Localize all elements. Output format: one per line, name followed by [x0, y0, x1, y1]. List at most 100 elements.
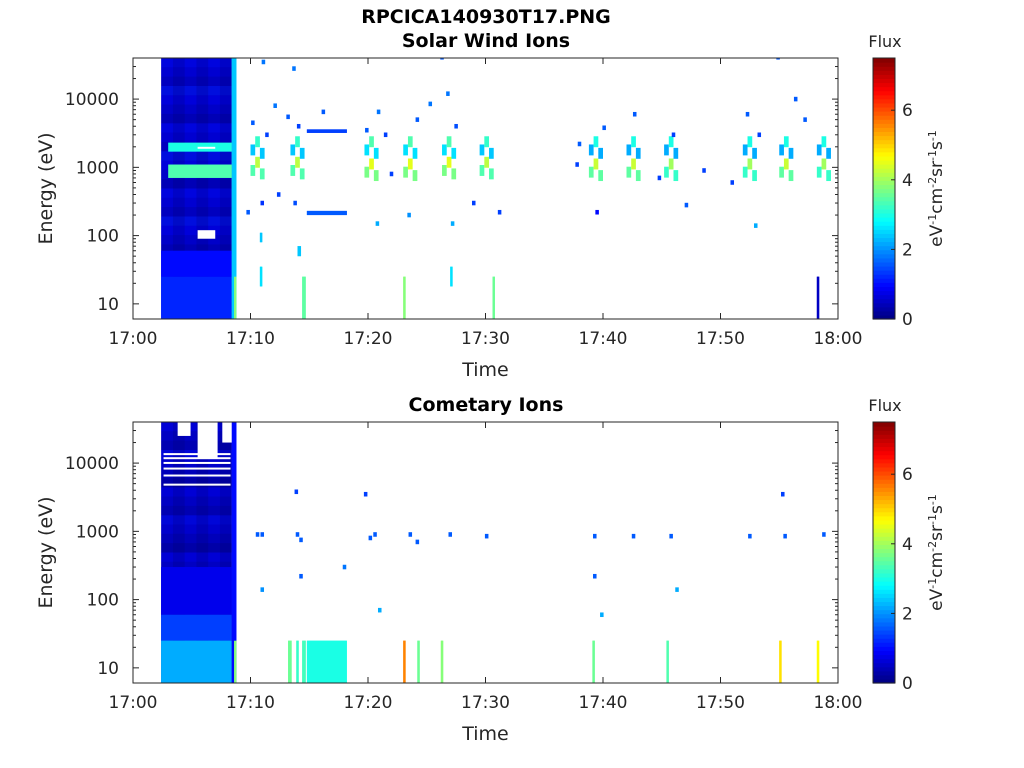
flux-cluster: [664, 166, 669, 178]
flux-point: [342, 564, 347, 570]
flux-cluster: [442, 165, 447, 176]
colorbar-swatch: [873, 184, 895, 190]
colorbar-swatch: [873, 634, 895, 639]
no-data-line: [197, 146, 216, 149]
colorbar-swatch: [873, 310, 895, 316]
colorbar-swatch: [873, 139, 895, 145]
flux-point: [415, 117, 420, 122]
flux-cluster: [250, 144, 256, 156]
colorbar-frame: [872, 421, 896, 684]
colorbar: 0 2 4 6 Flux eV-1cm-2sr-1s-1: [868, 396, 947, 694]
flux-point: [602, 125, 606, 131]
colorbar-swatch: [873, 257, 895, 263]
flux-point: [260, 200, 265, 206]
x-tick-label: 17:40: [579, 329, 628, 349]
colorbar-tick-label: 6: [902, 101, 913, 121]
colorbar-swatch: [873, 286, 895, 292]
flux-point: [296, 123, 301, 129]
x-axis-label: Time: [461, 359, 509, 381]
flux-point: [497, 209, 502, 215]
flux-cluster: [816, 166, 822, 178]
flux-point: [376, 109, 381, 115]
flux-point: [368, 535, 373, 541]
colorbar-swatch: [873, 302, 895, 308]
flux-band: [440, 640, 444, 683]
flux-point: [448, 532, 453, 537]
flux-band: [779, 640, 782, 683]
colorbar-swatch: [873, 164, 895, 169]
flux-stripe: [161, 76, 232, 86]
flux-cluster: [816, 144, 822, 156]
colorbar-swatch: [873, 589, 895, 594]
flux-point: [295, 532, 300, 537]
colorbar-swatch: [873, 523, 895, 529]
colorbar-swatch: [873, 196, 895, 202]
colorbar-swatch: [873, 86, 895, 92]
flux-stripe: [161, 533, 232, 544]
flux-stripe: [161, 524, 232, 534]
colorbar-frame: [872, 57, 896, 320]
flux-band: [259, 232, 263, 243]
flux-cluster: [442, 144, 447, 156]
x-tick-label: 17:40: [579, 693, 628, 713]
colorbar-swatch: [873, 229, 895, 234]
flux-band: [296, 640, 299, 683]
flux-cluster: [752, 147, 757, 159]
flux-point: [803, 117, 807, 122]
flux-cluster: [489, 168, 494, 180]
colorbar-swatch: [873, 306, 895, 312]
flux-point: [446, 91, 450, 96]
colorbar-swatch: [873, 135, 895, 141]
flux-point: [363, 491, 368, 497]
flux-point: [684, 202, 689, 208]
colorbar-unit-label: eV-1cm-2sr-1s-1: [926, 130, 948, 247]
colorbar-swatch: [873, 151, 895, 157]
panel-2: 17:00 17:10 17:20 17:30 17:40 17:50 18:00 10 100…: [35, 396, 947, 745]
flux-point: [593, 573, 597, 579]
colorbar-swatch: [873, 270, 895, 275]
flux-point: [383, 132, 388, 138]
colorbar-swatch: [873, 111, 895, 116]
flux-cluster: [752, 170, 757, 182]
colorbar-swatch: [873, 670, 895, 676]
flux-stripe: [161, 151, 232, 161]
no-data-line: [163, 474, 231, 477]
colorbar-swatch: [873, 601, 895, 607]
colorbar-swatch: [873, 221, 895, 226]
plot-frame: [132, 57, 839, 320]
colorbar-swatch: [873, 662, 895, 668]
no-data-line: [163, 467, 231, 470]
colorbar-swatch: [873, 454, 895, 460]
flux-stripe: [161, 543, 232, 553]
flux-stripe: [161, 113, 232, 124]
spectrogram-data: [161, 422, 826, 683]
colorbar-swatch: [873, 62, 895, 67]
flux-cluster: [299, 168, 305, 180]
colorbar-swatch: [873, 438, 895, 443]
flux-cluster: [407, 158, 413, 170]
flux-cluster: [626, 166, 632, 178]
flux-column: [219, 422, 232, 683]
flux-cluster: [783, 136, 789, 148]
colorbar-swatch: [873, 225, 895, 230]
colorbar-tick-label: 0: [902, 310, 913, 330]
flux-band: [403, 276, 406, 319]
colorbar-swatch: [873, 434, 895, 439]
flux-point: [294, 489, 299, 495]
flux-stripe: [161, 207, 232, 217]
flux-stripe: [161, 505, 232, 516]
flux-cluster: [259, 147, 265, 159]
flux-cluster: [598, 170, 603, 182]
flux-stripe: [161, 188, 232, 198]
colorbar-swatch: [873, 540, 895, 545]
colorbar-swatch: [873, 613, 895, 619]
flux-point: [471, 200, 476, 206]
flux-point: [365, 127, 369, 133]
flux-point: [781, 491, 785, 497]
colorbar-swatch: [873, 479, 895, 484]
no-data-line: [163, 457, 231, 460]
colorbar-swatch: [873, 609, 895, 615]
colorbar-swatch: [873, 180, 895, 186]
colorbar-swatch: [873, 82, 895, 88]
